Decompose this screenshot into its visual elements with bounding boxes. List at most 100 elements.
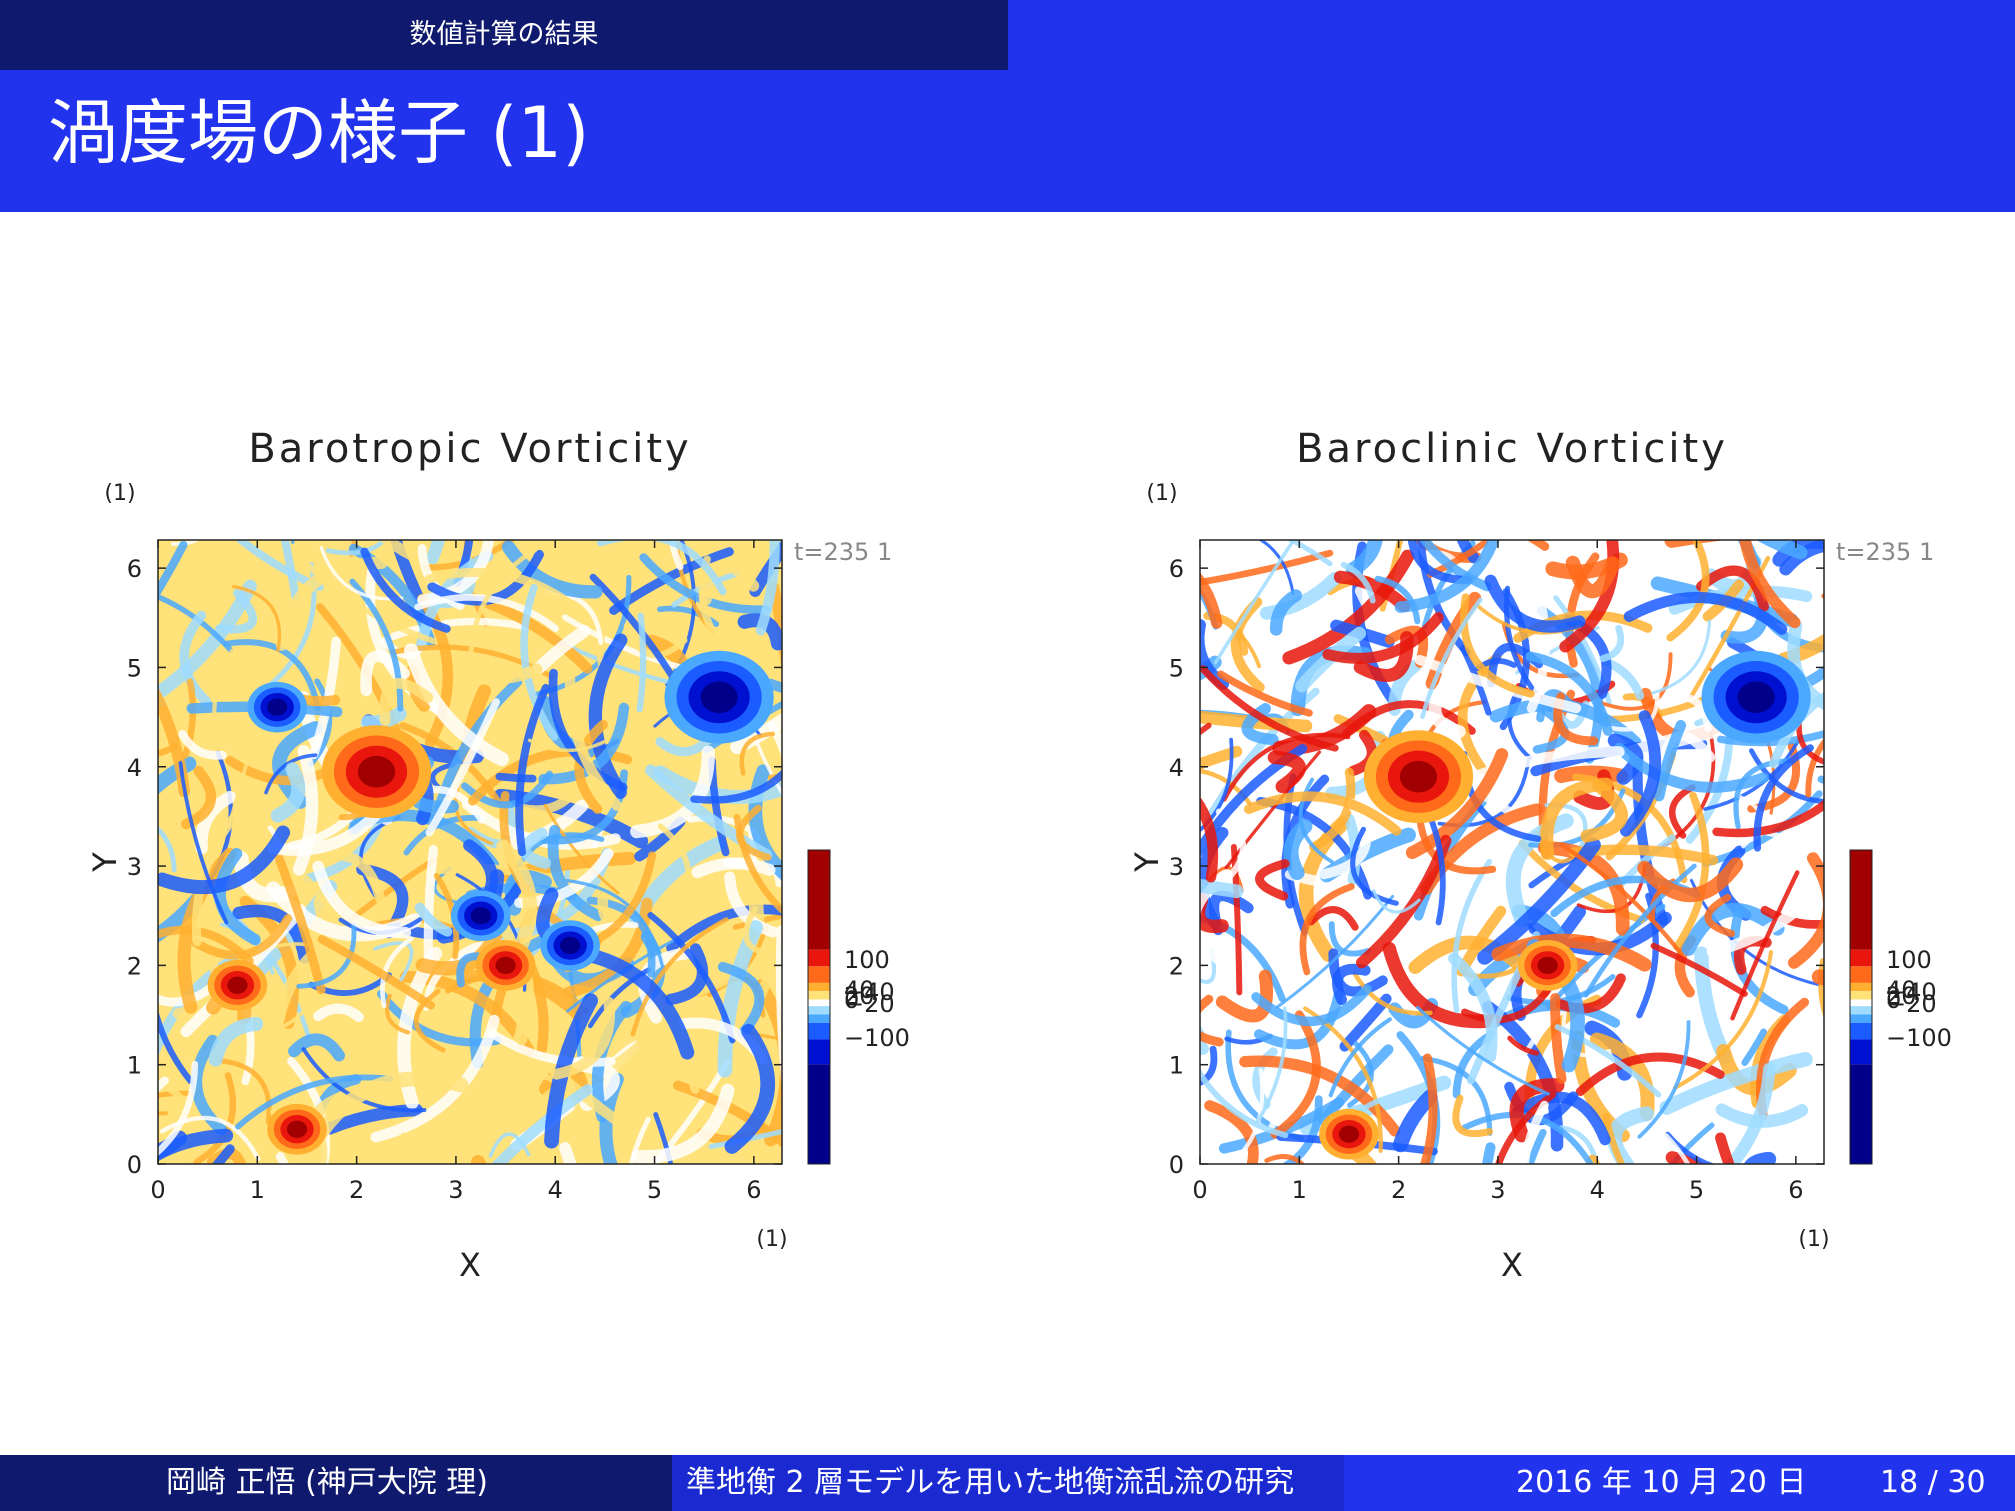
x-tick-label: 0 (1192, 1176, 1207, 1204)
x-tick-label: 4 (548, 1176, 563, 1204)
vortex-mark (560, 936, 581, 955)
x-tick-label: 6 (1788, 1176, 1803, 1204)
colorbar-tick-label: 20 (844, 982, 875, 1010)
chart-svg: Barotropic Vorticity (1) 0 1 2 3 4 5 6 0 1 2 3 4 5 6 X Y (… (86, 426, 910, 1284)
colorbar-segment (1850, 991, 1872, 1000)
colorbar-segment (808, 1064, 830, 1164)
footer-author: 岡崎 正悟 (神戸大院 理) (166, 1465, 489, 1500)
vortex-mark (1737, 681, 1775, 714)
vortex-mark (470, 907, 491, 925)
vortex-mark (1338, 1125, 1360, 1143)
colorbar-tick-label: 40 (844, 976, 875, 1004)
x-axis-label: X (1501, 1246, 1523, 1284)
y-tick-label: 2 (1169, 952, 1184, 980)
y-tick-label: 4 (127, 754, 142, 782)
colorbar-tick-label: −40 (1886, 978, 1937, 1006)
colorbar-segment (808, 1022, 830, 1040)
colorbar-segment (1850, 1064, 1872, 1164)
y-axis-label: Y (1128, 852, 1166, 873)
colorbar-tick-label: 100 (1886, 946, 1932, 974)
y-tick-label: 5 (127, 654, 142, 682)
colorbar-tick-label: 20 (1886, 982, 1917, 1010)
chart-title: Barotropic Vorticity (248, 426, 691, 472)
colorbar-segment (1850, 1022, 1872, 1040)
y-tick-label: 6 (1169, 555, 1184, 583)
y-tick-label: 5 (1169, 654, 1184, 682)
footer-talk-title: 準地衡 2 層モデルを用いた地衡流乱流の研究 (686, 1465, 1295, 1500)
y-axis-label: Y (86, 852, 124, 873)
colorbar-tick-label: −20 (844, 990, 895, 1018)
vortex-mark (1399, 760, 1438, 793)
vortex-mark (286, 1120, 308, 1138)
vortex-mark (1537, 956, 1558, 974)
y-tick-label: 1 (127, 1052, 142, 1080)
colorbar-segment (1850, 982, 1872, 992)
vortex-mark (495, 956, 516, 974)
y-tick-label: 1 (1169, 1052, 1184, 1080)
vortex-mark (700, 681, 738, 714)
colorbar-tick-label: 0 (844, 986, 859, 1014)
x-tick-label: 5 (1689, 1176, 1704, 1204)
x-tick-label: 0 (150, 1176, 165, 1204)
colorbar-segment (1850, 1039, 1872, 1065)
x-unit-label: (1) (756, 1227, 787, 1252)
colorbar-segment (808, 949, 830, 967)
plot-frame (1199, 539, 1825, 1165)
colorbar-tick-label: −100 (1886, 1024, 1952, 1052)
colorbar-tick-label: −100 (844, 1024, 910, 1052)
colorbar-segment (1850, 1006, 1872, 1015)
y-tick-label: 2 (127, 952, 142, 980)
x-tick-label: 5 (647, 1176, 662, 1204)
footer-author-section: 岡崎 正悟 (神戸大院 理) (0, 1455, 672, 1511)
colorbar-segment (808, 999, 830, 1007)
section-bar (0, 0, 1008, 70)
time-label: t=235 1 (1836, 538, 1934, 566)
y-tick-label: 3 (127, 853, 142, 881)
colorbar-tick-label: 100 (844, 946, 890, 974)
footer-date-section: 2016 年 10 月 20 日 18 / 30 (1344, 1455, 2015, 1511)
colorbar-tick-label: −20 (1886, 990, 1937, 1018)
colorbar-segment (1850, 966, 1872, 983)
colorbar-segment (808, 1014, 830, 1023)
chart-title: Baroclinic Vorticity (1296, 426, 1728, 472)
baroclinic-vorticity-chart: Baroclinic Vorticity (1) 0 1 2 3 4 5 6 0 1 2 3 4 5 6 X Y (… (1082, 420, 2015, 1320)
x-tick-label: 6 (746, 1176, 761, 1204)
y-tick-label: 6 (127, 555, 142, 583)
colorbar-tick-label: 40 (1886, 976, 1917, 1004)
colorbar-segment (1850, 949, 1872, 967)
vortex-mark (357, 755, 396, 788)
footer: 岡崎 正悟 (神戸大院 理) 準地衡 2 層モデルを用いた地衡流乱流の研究 20… (0, 1455, 2015, 1511)
colorbar-segment (808, 1039, 830, 1065)
x-tick-label: 4 (1590, 1176, 1605, 1204)
colorbar-segment (1850, 1014, 1872, 1023)
barotropic-vorticity-chart: Barotropic Vorticity (1) 0 1 2 3 4 5 6 0 1 2 3 4 5 6 X Y (… (40, 420, 1000, 1320)
footer-date: 2016 年 10 月 20 日 (1516, 1465, 1807, 1500)
y-tick-label: 3 (1169, 853, 1184, 881)
chart-svg: Baroclinic Vorticity (1) 0 1 2 3 4 5 6 0 1 2 3 4 5 6 X Y (… (1128, 426, 1952, 1284)
slide-title: 渦度場の様子 (1) (48, 92, 590, 174)
x-tick-label: 3 (1490, 1176, 1505, 1204)
vortex-mark (227, 976, 248, 994)
x-tick-label: 2 (349, 1176, 364, 1204)
colorbar-segment (808, 982, 830, 992)
x-axis-label: X (459, 1246, 481, 1284)
section-title: 数値計算の結果 (409, 19, 599, 50)
footer-title-section: 準地衡 2 層モデルを用いた地衡流乱流の研究 (672, 1455, 1344, 1511)
colorbar-segment (808, 850, 830, 950)
colorbar-segment (808, 966, 830, 983)
y-unit-label: (1) (104, 481, 135, 506)
colorbar-tick-label: 0 (1886, 986, 1901, 1014)
colorbar-segment (808, 991, 830, 1000)
page-number: 18 / 30 (1880, 1465, 1986, 1500)
y-unit-label: (1) (1146, 481, 1177, 506)
x-unit-label: (1) (1798, 1227, 1829, 1252)
y-tick-label: 0 (1169, 1151, 1184, 1179)
heatmap-field (1200, 540, 1824, 1164)
plot-frame (157, 539, 783, 1165)
colorbar-segment (1850, 999, 1872, 1007)
y-tick-label: 4 (1169, 754, 1184, 782)
heatmap-field (158, 540, 782, 1164)
x-tick-label: 2 (1391, 1176, 1406, 1204)
x-tick-label: 3 (448, 1176, 463, 1204)
colorbar-segment (1850, 850, 1872, 950)
